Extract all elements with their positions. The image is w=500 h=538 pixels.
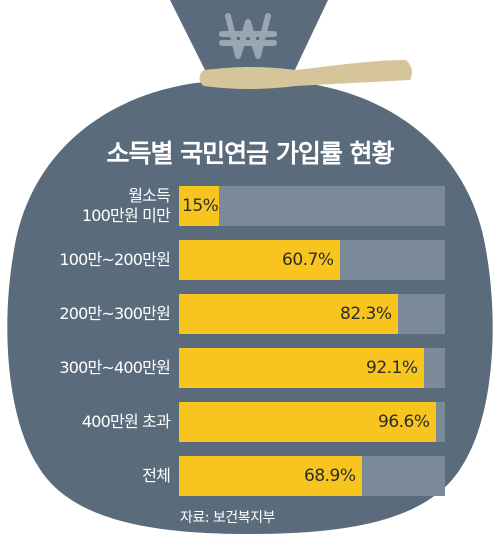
bar-track: 96.6% (179, 402, 445, 442)
bar (179, 186, 219, 226)
bar-track: 15% (179, 186, 445, 226)
source-note: 자료: 보건복지부 (180, 510, 275, 526)
value-label: 68.9% (304, 466, 356, 486)
value-label: 82.3% (340, 304, 392, 324)
category-label: 전체 (142, 466, 171, 486)
category-label-line: 300만~400만원 (59, 358, 170, 377)
category-label-line: 100만~200만원 (59, 250, 170, 269)
bag-neck (170, 0, 328, 76)
bar-track: 82.3% (179, 294, 445, 334)
category-label: 100만~200만원 (59, 250, 170, 270)
bar-track: 68.9% (179, 456, 445, 496)
bar (179, 240, 340, 280)
value-label: 15% (182, 196, 219, 216)
value-label: 60.7% (282, 250, 334, 270)
bar (179, 348, 424, 388)
category-label: 월소득 100만원 미만 (81, 186, 171, 226)
bar (179, 294, 398, 334)
bar-track: 92.1% (179, 348, 445, 388)
category-label-line: 200만~300만원 (59, 304, 170, 323)
category-label-line: 전체 (142, 466, 171, 485)
won-sign-icon (219, 13, 277, 59)
value-label: 96.6% (378, 412, 430, 432)
category-label: 200만~300만원 (59, 304, 170, 324)
bar (179, 456, 362, 496)
bar (179, 402, 436, 442)
category-label-line: 월소득 (128, 186, 171, 205)
category-label-line: 100만원 미만 (81, 206, 171, 225)
category-label-line: 400만원 초과 (81, 412, 171, 431)
category-label: 300만~400만원 (59, 358, 170, 378)
value-label: 92.1% (366, 358, 418, 378)
chart-title: 소득별 국민연금 가입률 현황 (106, 139, 394, 168)
bar-track: 60.7% (179, 240, 445, 280)
bag-tie (199, 60, 413, 89)
category-label: 400만원 초과 (81, 412, 171, 432)
